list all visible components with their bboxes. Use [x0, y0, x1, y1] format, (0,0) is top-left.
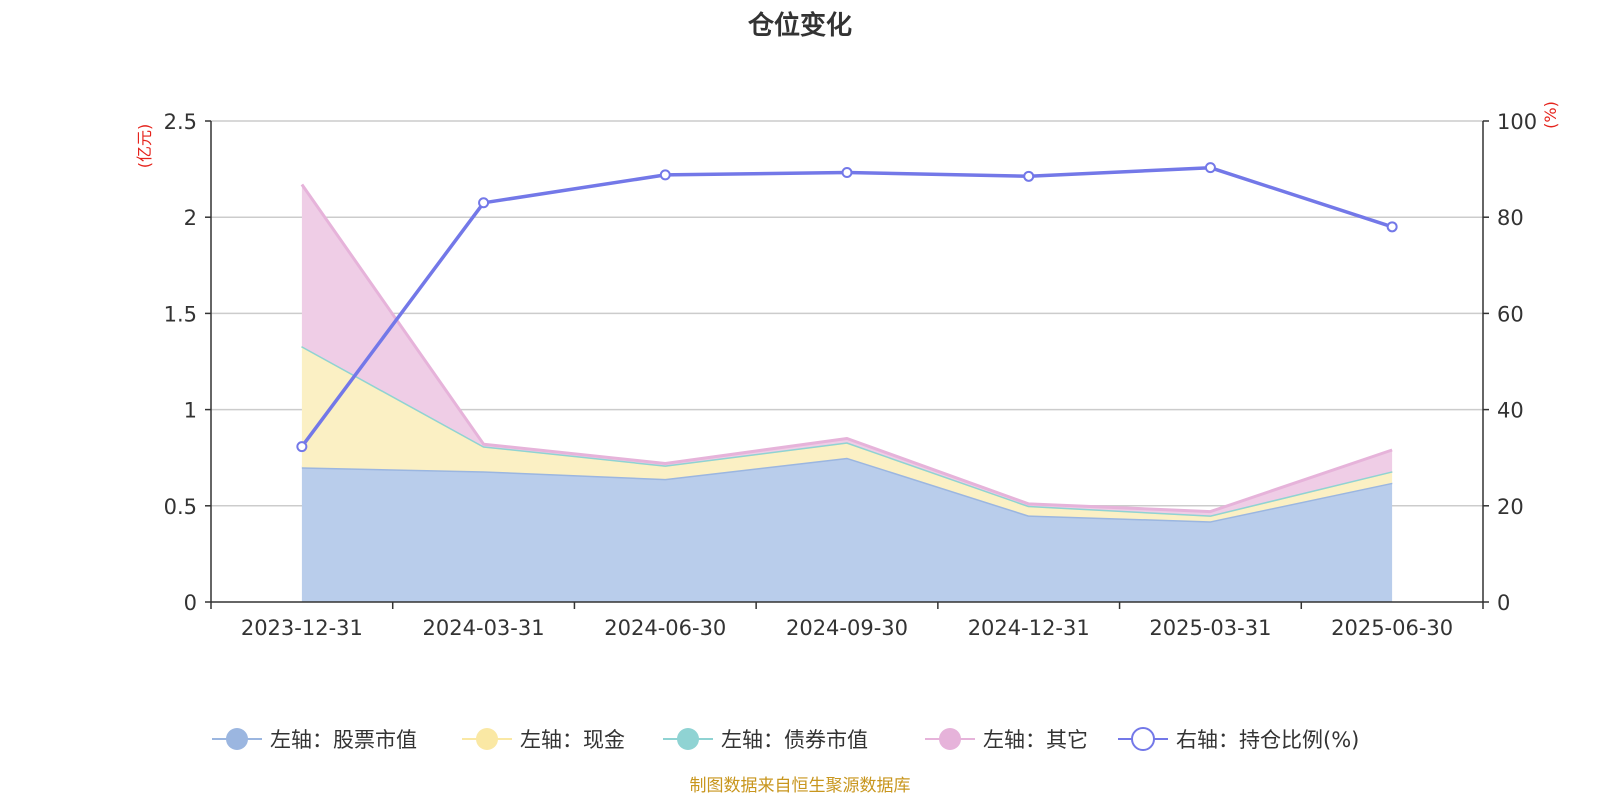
legend-marker-3: [939, 728, 961, 750]
left-tick-label-1: 0.5: [164, 495, 197, 519]
x-tick-label-1: 2024-03-31: [423, 616, 545, 640]
x-tick-label-6: 2025-06-30: [1331, 616, 1453, 640]
left-tick-label-5: 2.5: [164, 110, 197, 134]
right-tick-label-1: 20: [1497, 495, 1524, 519]
line-point-0: [296, 441, 308, 453]
line-point-1: [478, 197, 490, 209]
x-tick-label-3: 2024-09-30: [786, 616, 908, 640]
x-tick-label-2: 2024-06-30: [604, 616, 726, 640]
area-fill-1: [301, 346, 1393, 522]
area-series: [300, 183, 1393, 602]
legend-marker-4: [1131, 727, 1155, 751]
right-tick-label-4: 80: [1497, 206, 1524, 230]
legend-marker-0: [226, 728, 248, 750]
line-point-4: [1023, 170, 1035, 182]
legend-marker-2: [677, 728, 699, 750]
line-point-6: [1386, 221, 1398, 233]
line-series: [296, 162, 1398, 453]
line-path-0: [300, 165, 1393, 448]
line-point-2: [659, 169, 671, 181]
right-tick-label-0: 0: [1497, 591, 1510, 615]
right-tick-label-5: 100: [1497, 110, 1537, 134]
left-tick-label-0: 0: [184, 591, 197, 615]
left-tick-label-3: 1.5: [164, 302, 197, 326]
line-point-3: [841, 166, 853, 178]
legend-item-2: 左轴：债券市值: [663, 728, 868, 752]
x-tick-label-0: 2023-12-31: [241, 616, 363, 640]
legend-label-3: 左轴：其它: [983, 728, 1088, 752]
left-tick-label-4: 2: [184, 206, 197, 230]
left-axis-unit: (亿元): [135, 124, 154, 169]
legend-label-4: 右轴：持仓比例(%): [1176, 728, 1359, 752]
axes: 0 0.5 1 1.5 2 2.5 0 20 40 60 80 100 2023-12-31 2024-0…: [164, 110, 1538, 640]
left-tick-label-2: 1: [184, 399, 197, 423]
legend-item-1: 左轴：现金: [462, 728, 625, 752]
right-tick-label-2: 40: [1497, 399, 1524, 423]
legend-label-0: 左轴：股票市值: [270, 728, 417, 752]
legend: 左轴：股票市值 左轴：现金 左轴：债券市值 左轴：其它 右轴：持仓比例(%): [212, 727, 1359, 752]
legend-label-2: 左轴：债券市值: [721, 728, 868, 752]
data-source-note: 制图数据来自恒生聚源数据库: [690, 776, 911, 796]
line-point-5: [1204, 162, 1216, 174]
right-tick-label-3: 60: [1497, 302, 1524, 326]
legend-item-0: 左轴：股票市值: [212, 728, 417, 752]
legend-item-3: 左轴：其它: [925, 728, 1088, 752]
x-tick-label-4: 2024-12-31: [968, 616, 1090, 640]
legend-item-4: 右轴：持仓比例(%): [1118, 727, 1359, 752]
area-edge-3: [300, 183, 1393, 514]
legend-label-1: 左轴：现金: [520, 728, 625, 752]
right-axis-unit: (%): [1541, 101, 1560, 129]
x-tick-label-5: 2025-03-31: [1149, 616, 1271, 640]
legend-marker-1: [476, 728, 498, 750]
chart-title: 仓位变化: [747, 10, 852, 41]
area-fill-0: [301, 457, 1393, 602]
